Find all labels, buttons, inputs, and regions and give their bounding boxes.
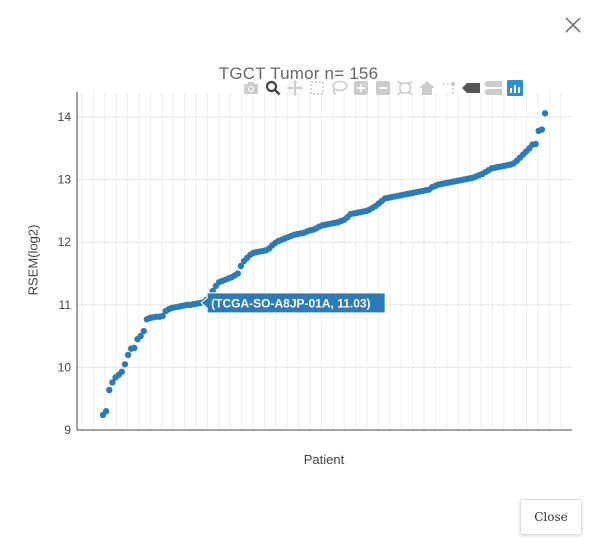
y-tick-label: 14 [58,110,72,124]
hover-compare-icon[interactable] [482,78,504,98]
close-button[interactable]: Close [520,499,582,535]
camera-icon[interactable] [240,78,262,98]
y-tick-label: 10 [58,360,72,374]
zoom-out-icon[interactable] [372,78,394,98]
data-point[interactable] [137,332,144,340]
zoom-in-icon[interactable] [350,78,372,98]
data-point[interactable] [109,379,116,386]
y-tick-label: 13 [58,173,72,187]
x-axis-label: Patient [303,452,345,467]
plot-toolbar [240,78,526,98]
data-point[interactable] [140,327,147,335]
data-point[interactable] [124,351,132,359]
data-point[interactable] [541,110,549,117]
hover-closest-icon[interactable] [460,78,482,98]
reset-axes-icon[interactable] [416,78,438,98]
grid-lines [77,92,572,431]
zoom-icon[interactable] [262,78,284,98]
close-icon[interactable] [562,14,584,36]
data-point[interactable] [106,386,113,394]
hover-tooltip: (TCGA-SO-A8JP-01A, 11.03) [200,292,386,314]
tooltip-text: (TCGA-SO-A8JP-01A, 11.03) [211,296,370,310]
autoscale-icon[interactable] [394,78,416,98]
data-point[interactable] [131,344,138,352]
lasso-select-icon[interactable] [328,78,350,98]
pan-icon[interactable] [284,78,306,98]
data-point[interactable] [159,312,166,320]
y-axis-label: RSEM(log2) [25,224,41,296]
data-point[interactable] [234,270,241,277]
spike-lines-icon[interactable] [438,78,460,98]
data-point[interactable] [121,361,129,368]
y-tick-label: 12 [58,235,72,249]
data-point[interactable] [237,262,245,270]
y-tick-label: 11 [59,298,72,312]
data-point[interactable] [538,126,546,133]
data-point[interactable] [118,368,126,375]
tooltip-box [200,292,386,314]
chart-title: TGCT Tumor n= 156 [218,64,379,83]
y-tick-label: 9 [64,423,71,437]
data-point[interactable] [102,408,110,415]
box-select-icon[interactable] [306,78,328,98]
axes: 9 10 11 12 13 14 [58,92,572,437]
data-point[interactable] [532,140,539,148]
plotly-logo-icon[interactable] [504,78,526,98]
